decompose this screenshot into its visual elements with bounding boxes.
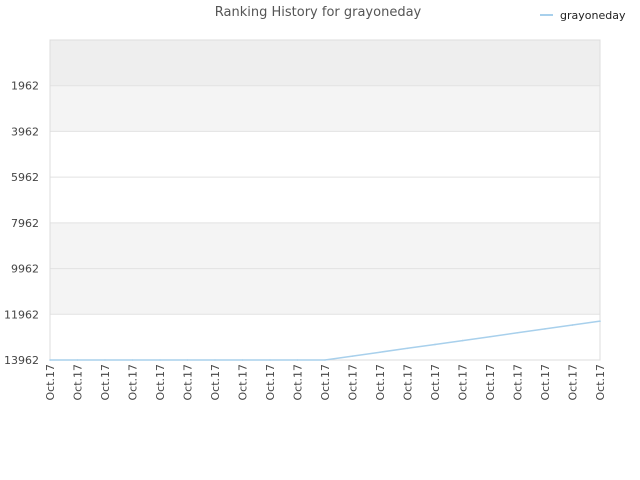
plot-band bbox=[50, 177, 600, 223]
data-point bbox=[571, 324, 574, 326]
x-tick-label: Oct.17 bbox=[44, 364, 57, 401]
data-point bbox=[406, 347, 409, 350]
plot-band bbox=[50, 131, 600, 178]
x-tick-label: Oct.17 bbox=[99, 364, 112, 401]
y-tick-label: 7962 bbox=[11, 217, 39, 230]
data-point bbox=[76, 359, 79, 361]
x-tick-label: Oct.17 bbox=[72, 364, 85, 401]
data-point bbox=[241, 359, 244, 361]
x-tick-label: Oct.17 bbox=[594, 364, 607, 401]
y-tick-label: 11962 bbox=[4, 308, 39, 321]
y-tick-label: 5962 bbox=[11, 171, 39, 184]
plot-band bbox=[50, 314, 600, 360]
x-tick-label: Oct.17 bbox=[154, 364, 167, 401]
data-point bbox=[214, 359, 216, 361]
plot-band bbox=[50, 268, 600, 315]
plot-bands bbox=[50, 40, 600, 360]
x-tick-label: Oct.17 bbox=[374, 364, 387, 401]
y-tick-label: 13962 bbox=[4, 354, 39, 367]
x-tick-label: Oct.17 bbox=[539, 364, 552, 401]
x-tick-label: Oct.17 bbox=[264, 364, 277, 401]
x-tick-label: Oct.17 bbox=[512, 364, 525, 401]
x-axis: Oct.17 Oct.17 Oct.17 Oct.17 Oct.17 Oct.17 Oct.… bbox=[44, 364, 607, 401]
x-tick-label: Oct.17 bbox=[429, 364, 442, 401]
x-tick-label: Oct.17 bbox=[292, 364, 305, 401]
data-point bbox=[434, 343, 436, 346]
data-point bbox=[269, 359, 271, 361]
x-tick-label: Oct.17 bbox=[402, 364, 415, 401]
y-tick-label: 1962 bbox=[11, 80, 39, 93]
plot-band bbox=[50, 40, 600, 86]
data-point bbox=[461, 339, 464, 342]
x-tick-label: Oct.17 bbox=[182, 364, 195, 401]
data-point bbox=[49, 359, 51, 361]
y-tick-label: 9962 bbox=[11, 263, 39, 276]
data-point bbox=[186, 359, 189, 361]
plot-band bbox=[50, 222, 600, 269]
chart-title: Ranking History for grayoneday bbox=[215, 5, 422, 20]
x-tick-label: Oct.17 bbox=[319, 364, 332, 401]
data-point bbox=[131, 359, 134, 361]
data-point bbox=[324, 359, 326, 361]
y-tick-label: 3962 bbox=[11, 125, 39, 138]
series-layer bbox=[49, 320, 601, 361]
x-tick-label: Oct.17 bbox=[237, 364, 250, 401]
data-point bbox=[379, 351, 381, 354]
data-point bbox=[544, 328, 546, 330]
data-point bbox=[296, 359, 299, 361]
data-point bbox=[159, 359, 161, 361]
x-tick-label: Oct.17 bbox=[484, 364, 497, 401]
data-point bbox=[516, 332, 519, 334]
legend-label: grayoneday bbox=[560, 9, 626, 22]
data-point bbox=[351, 355, 354, 357]
x-tick-label: Oct.17 bbox=[127, 364, 140, 401]
plot-band bbox=[50, 85, 600, 132]
y-axis: 1962 3962 5962 7962 9962 11962 13962 bbox=[4, 80, 39, 367]
data-point bbox=[104, 359, 106, 361]
x-tick-label: Oct.17 bbox=[457, 364, 470, 401]
data-point bbox=[489, 335, 491, 338]
x-tick-label: Oct.17 bbox=[209, 364, 222, 401]
x-tick-label: Oct.17 bbox=[567, 364, 580, 401]
x-tick-label: Oct.17 bbox=[347, 364, 360, 401]
legend[interactable]: grayoneday bbox=[540, 9, 626, 22]
data-point bbox=[599, 320, 601, 322]
